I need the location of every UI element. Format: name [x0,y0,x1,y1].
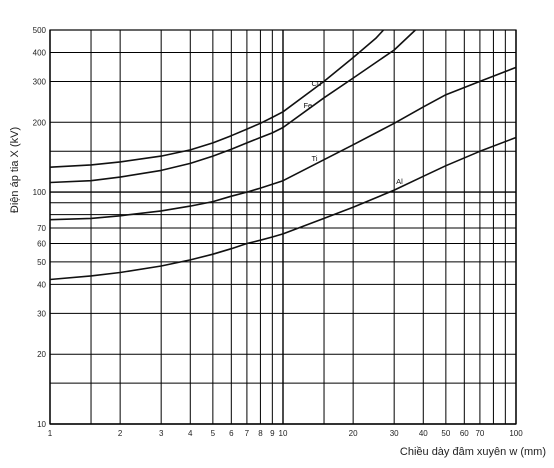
x-tick-label: 4 [188,429,193,438]
y-tick-label: 50 [37,258,46,267]
y-tick-label: 10 [37,420,46,429]
y-tick-label: 40 [37,280,46,289]
x-tick-label: 2 [118,429,123,438]
series-label-al: Al [396,177,403,186]
x-tick-label: 100 [509,429,523,438]
series-labels: Cu Fe Ti Al [303,79,403,186]
series-label-cu: Cu [312,79,322,88]
x-tick-label: 60 [460,429,469,438]
x-tick-label: 50 [441,429,450,438]
x-tick-label: 20 [349,429,358,438]
plot-frame [49,29,517,425]
x-axis-label: Chiều dày đâm xuyên w (mm) [400,446,546,458]
y-axis-label: Điện áp tia X (kV) [9,127,21,213]
series-line-al [49,136,517,281]
x-tick-label: 7 [245,429,250,438]
y-tick-label: 400 [33,48,47,57]
x-tick-labels: 1 2 3 4 5 6 7 8 9 10 20 30 40 50 60 70 100 [48,429,523,438]
plot-border [49,29,517,425]
x-tick-label: 10 [279,429,288,438]
y-tick-label: 500 [33,26,47,35]
x-tick-label: 6 [229,429,234,438]
series-label-fe: Fe [303,101,312,110]
x-tick-label: 30 [390,429,399,438]
series-line-fe [49,29,416,184]
series-label-ti: Ti [312,154,318,163]
y-tick-labels: 10 20 30 40 50 60 70 100 200 300 400 500 [33,26,47,429]
series-lines [49,29,517,281]
y-tick-label: 20 [37,350,46,359]
y-tick-label: 200 [33,118,47,127]
x-tick-label: 3 [159,429,164,438]
x-tick-label: 40 [419,429,428,438]
series-line-cu [49,29,385,168]
series-line-ti [49,66,517,221]
grid [49,29,517,425]
x-tick-label: 5 [211,429,216,438]
x-tick-label: 9 [270,429,275,438]
x-tick-label: 8 [258,429,263,438]
y-tick-label: 300 [33,77,47,86]
x-tick-label: 70 [475,429,484,438]
y-tick-label: 100 [33,188,47,197]
y-tick-label: 70 [37,224,46,233]
x-tick-label: 1 [48,429,53,438]
y-tick-label: 30 [37,309,46,318]
y-tick-label: 60 [37,240,46,249]
